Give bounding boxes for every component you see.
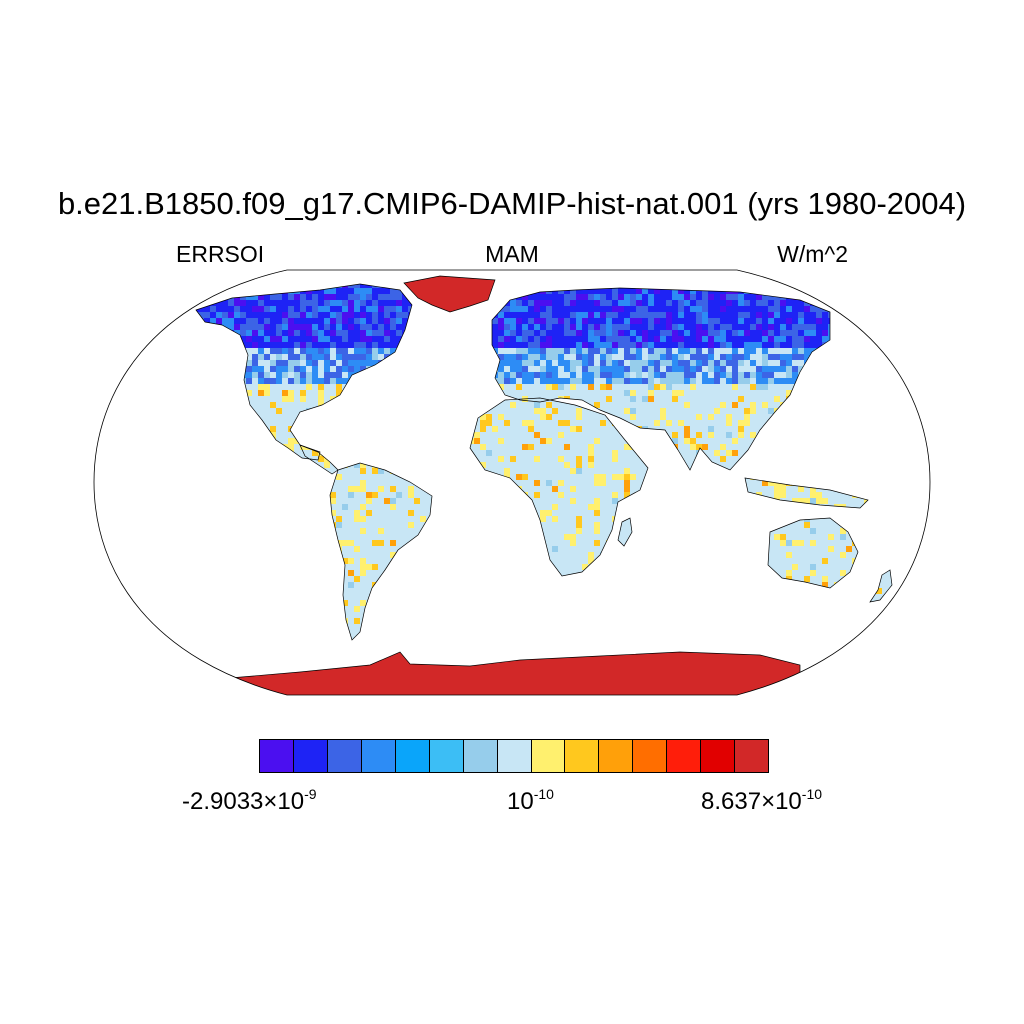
season-label: MAM [485, 241, 539, 267]
eurasia-coastline [491, 287, 831, 471]
plot-title: b.e21.B1850.f09_g17.CMIP6-DAMIP-hist-nat… [57, 186, 967, 221]
colorbar-swatch [531, 740, 566, 772]
maritime-southeast-asia-coastline [744, 477, 869, 509]
new-zealand-coastline [869, 569, 893, 603]
colorbar-swatch [497, 740, 532, 772]
colorbar-mid-label: 10-10 [507, 786, 554, 815]
colorbar-swatch [429, 740, 464, 772]
map-fill-layer [195, 275, 893, 695]
colorbar-swatch [701, 740, 736, 772]
colorbar-swatch [735, 740, 769, 772]
colorbar-max-label: 8.637×10-10 [701, 786, 823, 815]
colorbar-swatch [463, 740, 498, 772]
coastlines [195, 275, 893, 695]
colorbar-swatch [395, 740, 430, 772]
map-boundary [93, 269, 931, 696]
colorbar-swatch [260, 740, 294, 772]
colorbar [259, 739, 769, 773]
greenland [404, 276, 495, 312]
colorbar-swatch [327, 740, 362, 772]
central-america-coastline [299, 444, 339, 475]
units-label: W/m^2 [777, 241, 848, 267]
colorbar-swatch [293, 740, 328, 772]
antarctica [230, 652, 800, 695]
south-america-coastline [329, 462, 433, 641]
africa-coastline [469, 397, 649, 577]
colorbar-min-label: -2.9033×10-9 [182, 786, 317, 815]
variable-label: ERRSOI [176, 241, 265, 267]
north-america-coastline [195, 283, 413, 461]
colorbar-swatch [667, 740, 702, 772]
colorbar-swatch [565, 740, 600, 772]
greenland-coastline [403, 275, 496, 313]
australia-coastline [767, 517, 859, 589]
colorbar-swatch [633, 740, 668, 772]
madagascar-coastline [617, 517, 633, 547]
colorbar-swatch [361, 740, 396, 772]
colorbar-swatch [599, 740, 634, 772]
